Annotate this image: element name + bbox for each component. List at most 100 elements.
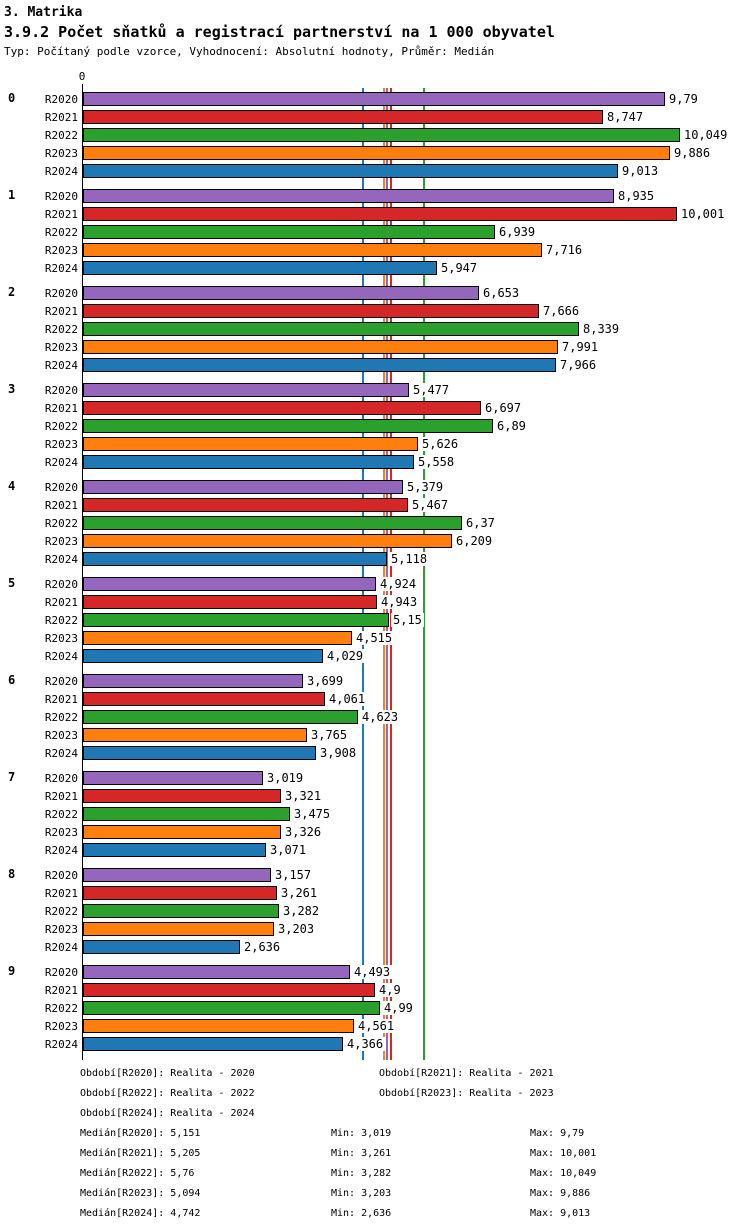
row-label-r2020: R2020 (44, 190, 78, 203)
bar-r2024-group-5 (83, 649, 323, 663)
row-label-r2024: R2024 (44, 650, 78, 663)
row-label-r2022: R2022 (44, 808, 78, 821)
row-label-r2024: R2024 (44, 844, 78, 857)
legend-period-r2022: Období[R2022]: Realita - 2022 (80, 1088, 255, 1099)
bar-r2023-group-0 (83, 146, 670, 160)
group-label-9: 9 (8, 964, 16, 978)
row-label-r2024: R2024 (44, 456, 78, 469)
stat-median-r2024: Medián[R2024]: 4,742 (80, 1208, 201, 1219)
bar-value-r2024-group-7: 3,071 (268, 843, 309, 857)
bar-r2021-group-6 (83, 692, 325, 706)
bar-r2023-group-8 (83, 922, 274, 936)
stat-max-r2020: Max: 9,79 (530, 1128, 585, 1139)
bar-value-r2020-group-5: 4,924 (378, 577, 419, 591)
x-axis-origin-label: 0 (78, 70, 86, 83)
row-label-r2023: R2023 (44, 244, 78, 257)
row-label-r2023: R2023 (44, 1020, 78, 1033)
group-label-2: 2 (8, 285, 16, 299)
row-label-r2020: R2020 (44, 287, 78, 300)
row-label-r2022: R2022 (44, 905, 78, 918)
page-title: 3. Matrika (4, 5, 83, 20)
bar-value-r2020-group-4: 5,379 (405, 480, 446, 494)
bar-value-r2024-group-2: 7,966 (558, 358, 599, 372)
row-label-r2021: R2021 (44, 208, 78, 221)
bar-r2020-group-6 (83, 674, 303, 688)
bar-r2021-group-4 (83, 498, 408, 512)
bar-value-r2023-group-1: 7,716 (544, 243, 585, 257)
bar-r2024-group-9 (83, 1037, 343, 1051)
bar-r2021-group-5 (83, 595, 377, 609)
median-line-r2023 (383, 88, 385, 1060)
row-label-r2022: R2022 (44, 323, 78, 336)
bar-r2021-group-8 (83, 886, 277, 900)
row-label-r2020: R2020 (44, 578, 78, 591)
y-axis-line (82, 84, 83, 1060)
bar-r2021-group-0 (83, 110, 603, 124)
row-label-r2024: R2024 (44, 553, 78, 566)
bar-value-r2021-group-7: 3,321 (283, 789, 324, 803)
bar-r2022-group-1 (83, 225, 495, 239)
row-label-r2021: R2021 (44, 499, 78, 512)
bar-r2024-group-1 (83, 261, 437, 275)
stat-max-r2021: Max: 10,001 (530, 1148, 597, 1159)
bar-r2024-group-7 (83, 843, 266, 857)
stat-min-r2022: Min: 3,282 (331, 1168, 392, 1179)
bar-value-r2022-group-3: 6,89 (495, 419, 528, 433)
chart-meta-line: Typ: Počítaný podle vzorce, Vyhodnocení:… (4, 45, 495, 58)
stat-min-r2021: Min: 3,261 (331, 1148, 392, 1159)
row-label-r2023: R2023 (44, 632, 78, 645)
stat-median-r2022: Medián[R2022]: 5,76 (80, 1168, 195, 1179)
bar-r2023-group-6 (83, 728, 307, 742)
bar-r2022-group-9 (83, 1001, 380, 1015)
bar-r2024-group-4 (83, 552, 387, 566)
bar-value-r2022-group-0: 10,049 (682, 128, 730, 142)
bar-value-r2022-group-4: 6,37 (464, 516, 497, 530)
bar-r2020-group-4 (83, 480, 403, 494)
bar-value-r2023-group-9: 4,561 (356, 1019, 397, 1033)
bar-r2023-group-1 (83, 243, 542, 257)
bar-value-r2024-group-5: 4,029 (325, 649, 366, 663)
bar-value-r2022-group-7: 3,475 (292, 807, 333, 821)
bar-r2021-group-1 (83, 207, 677, 221)
bar-value-r2024-group-0: 9,013 (620, 164, 661, 178)
group-label-5: 5 (8, 576, 16, 590)
bar-value-r2022-group-6: 4,623 (360, 710, 401, 724)
stat-min-r2020: Min: 3,019 (331, 1128, 392, 1139)
bar-value-r2023-group-6: 3,765 (309, 728, 350, 742)
group-label-3: 3 (8, 382, 16, 396)
bar-value-r2020-group-7: 3,019 (265, 771, 306, 785)
chart-title: 3.9.2 Počet sňatků a registrací partners… (4, 23, 555, 41)
row-label-r2021: R2021 (44, 984, 78, 997)
bar-value-r2024-group-4: 5,118 (389, 552, 430, 566)
row-label-r2024: R2024 (44, 941, 78, 954)
bar-r2021-group-7 (83, 789, 281, 803)
stat-median-r2023: Medián[R2023]: 5,094 (80, 1188, 201, 1199)
bar-r2022-group-6 (83, 710, 358, 724)
bar-value-r2022-group-8: 3,282 (281, 904, 322, 918)
bar-r2022-group-7 (83, 807, 290, 821)
bar-value-r2020-group-3: 5,477 (411, 383, 452, 397)
row-label-r2021: R2021 (44, 305, 78, 318)
bar-r2024-group-8 (83, 940, 240, 954)
group-label-7: 7 (8, 770, 16, 784)
bar-r2021-group-2 (83, 304, 539, 318)
row-label-r2021: R2021 (44, 111, 78, 124)
bar-value-r2021-group-3: 6,697 (483, 401, 524, 415)
bar-value-r2021-group-6: 4,061 (327, 692, 368, 706)
bar-value-r2023-group-0: 9,886 (672, 146, 713, 160)
bar-r2020-group-5 (83, 577, 376, 591)
row-label-r2020: R2020 (44, 675, 78, 688)
group-label-1: 1 (8, 188, 16, 202)
median-line-r2022 (423, 88, 425, 1060)
bar-value-r2024-group-1: 5,947 (439, 261, 480, 275)
group-label-0: 0 (8, 91, 16, 105)
bar-r2020-group-8 (83, 868, 271, 882)
row-label-r2024: R2024 (44, 359, 78, 372)
bar-value-r2020-group-1: 8,935 (616, 189, 657, 203)
bar-r2023-group-7 (83, 825, 281, 839)
bar-r2023-group-4 (83, 534, 452, 548)
row-label-r2022: R2022 (44, 226, 78, 239)
bar-r2024-group-2 (83, 358, 556, 372)
bar-r2022-group-4 (83, 516, 462, 530)
row-label-r2023: R2023 (44, 923, 78, 936)
